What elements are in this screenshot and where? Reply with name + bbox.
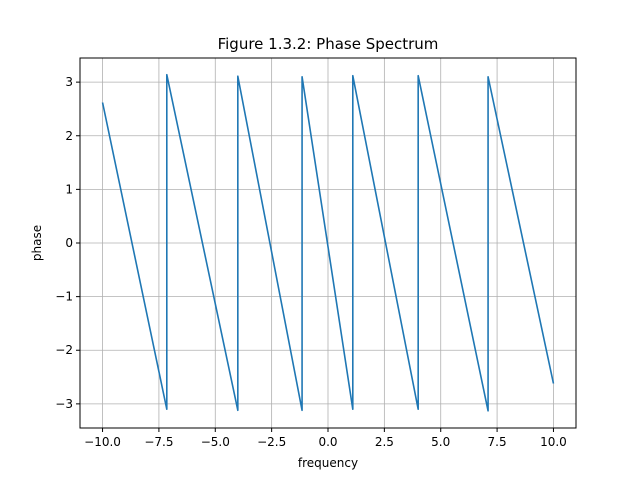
y-tick-label: −3 (55, 397, 73, 411)
x-tick-label: 0.0 (318, 435, 337, 449)
x-tick-label: 10.0 (540, 435, 567, 449)
x-tick-label: 2.5 (375, 435, 394, 449)
y-axis-label: phase (30, 225, 44, 261)
ticks: −10.0 −7.5 −5.0 −2.5 0.0 2.5 5.0 7.5 10.0 −3 −2 −1 0… (55, 75, 567, 449)
series-layer (101, 73, 555, 412)
x-axis-label: frequency (298, 456, 358, 470)
phase-series-line (101, 73, 555, 412)
y-tick-label: 3 (65, 75, 73, 89)
x-tick-label: −10.0 (84, 435, 121, 449)
y-tick-label: −2 (55, 343, 73, 357)
x-tick-label: −2.5 (257, 435, 286, 449)
x-tick-label: 5.0 (431, 435, 450, 449)
y-tick-label: 1 (65, 182, 73, 196)
x-tick-label: 7.5 (488, 435, 507, 449)
chart-title: Figure 1.3.2: Phase Spectrum (218, 35, 439, 53)
x-tick-label: −5.0 (201, 435, 230, 449)
y-tick-label: −1 (55, 290, 73, 304)
x-tick-label: −7.5 (144, 435, 173, 449)
y-tick-label: 2 (65, 129, 73, 143)
y-tick-label: 0 (65, 236, 73, 250)
